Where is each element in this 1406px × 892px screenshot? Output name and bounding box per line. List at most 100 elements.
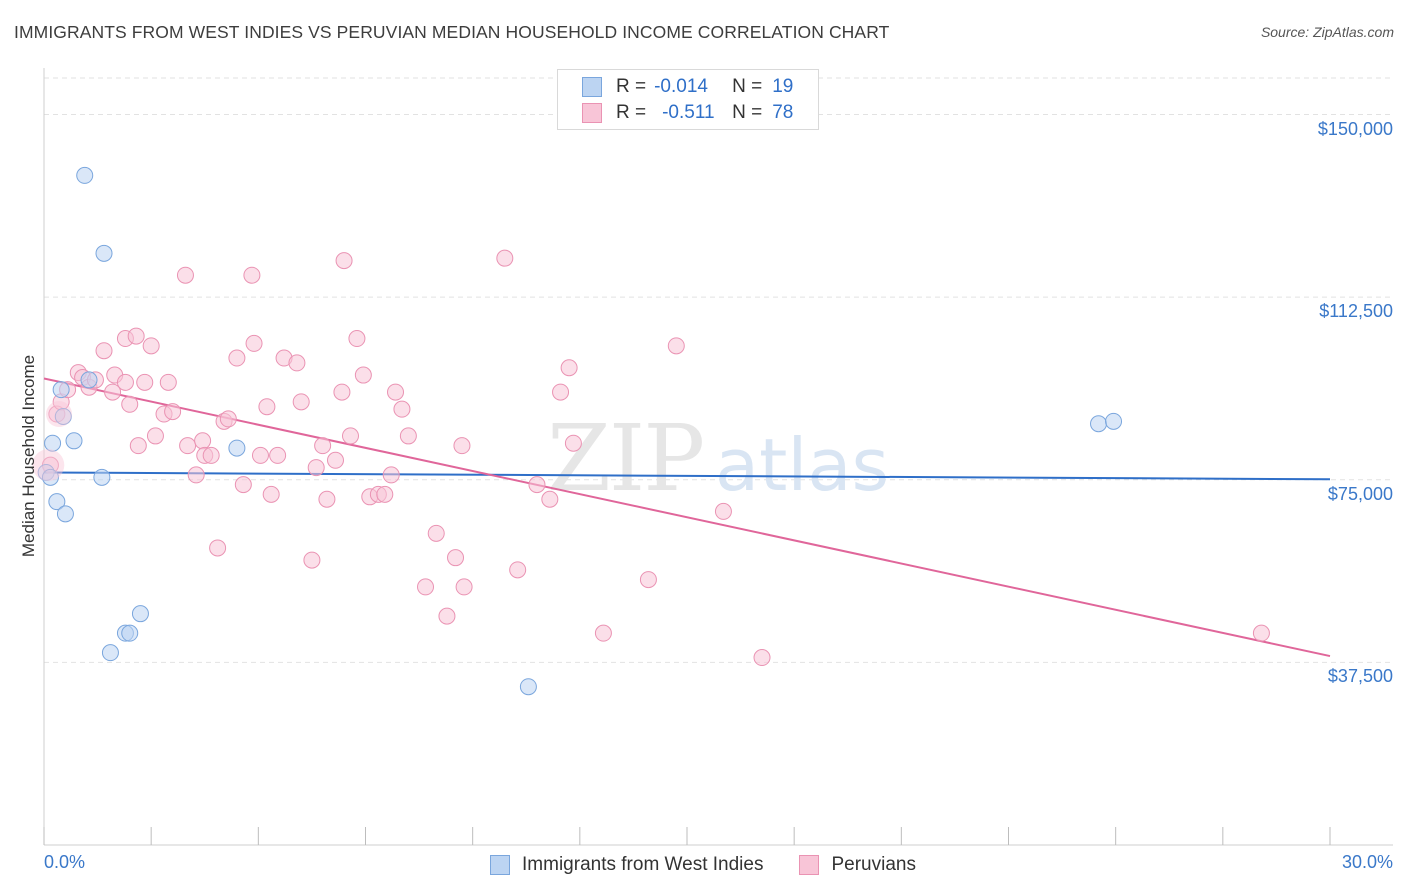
point-peruvians-70[interactable] — [560, 359, 578, 377]
legend-item-west-indies[interactable]: Immigrants from West Indies — [490, 854, 763, 876]
point-peruvians-42[interactable] — [303, 551, 321, 569]
point-peruvians-22[interactable] — [176, 266, 194, 284]
peruvians-legend-icon — [799, 855, 820, 875]
point-peruvians-36[interactable] — [258, 398, 276, 416]
point-peruvians-57[interactable] — [393, 400, 411, 418]
point-peruvians-32[interactable] — [234, 476, 252, 494]
point-peruvians-54[interactable] — [376, 485, 394, 503]
point-west-indies-16[interactable] — [228, 439, 246, 457]
point-peruvians-65[interactable] — [496, 249, 514, 267]
point-peruvians-38[interactable] — [269, 446, 287, 464]
point-peruvians-25[interactable] — [194, 432, 212, 450]
legend-item-peruvians[interactable]: Peruvians — [799, 854, 916, 876]
point-peruvians-77[interactable] — [1252, 624, 1270, 642]
point-peruvians-18[interactable] — [146, 427, 164, 445]
point-peruvians-15[interactable] — [129, 437, 147, 455]
point-peruvians-43[interactable] — [307, 459, 325, 477]
point-peruvians-60[interactable] — [427, 524, 445, 542]
point-peruvians-31[interactable] — [228, 349, 246, 367]
point-west-indies-17[interactable] — [519, 678, 537, 696]
point-peruvians-69[interactable] — [552, 383, 570, 401]
legend-row-west-indies: R = -0.014 N = 19 — [582, 75, 793, 99]
point-peruvians-56[interactable] — [387, 383, 405, 401]
point-peruvians-62[interactable] — [447, 549, 465, 567]
point-west-indies-15[interactable] — [131, 605, 149, 623]
point-peruvians-58[interactable] — [399, 427, 417, 445]
point-west-indies-8[interactable] — [76, 166, 94, 184]
point-west-indies-11[interactable] — [95, 244, 113, 262]
point-peruvians-27[interactable] — [202, 446, 220, 464]
point-peruvians-23[interactable] — [179, 437, 197, 455]
point-peruvians-35[interactable] — [251, 446, 269, 464]
point-peruvians-13[interactable] — [121, 395, 139, 413]
point-west-indies-19[interactable] — [1105, 412, 1123, 430]
y-tick-label-3: $150,000 — [1317, 118, 1393, 139]
point-peruvians-17[interactable] — [142, 337, 160, 355]
point-peruvians-14[interactable] — [127, 327, 145, 345]
point-peruvians-74[interactable] — [667, 337, 685, 355]
point-peruvians-63[interactable] — [453, 437, 471, 455]
point-west-indies-1[interactable] — [41, 468, 59, 486]
trend-line-peruvians — [43, 377, 1331, 658]
point-peruvians-46[interactable] — [326, 451, 344, 469]
point-west-indies-4[interactable] — [52, 381, 70, 399]
point-peruvians-76[interactable] — [753, 649, 771, 667]
point-peruvians-48[interactable] — [335, 252, 353, 270]
point-peruvians-75[interactable] — [714, 502, 732, 520]
y-tick-label-0: $37,500 — [1327, 666, 1393, 687]
point-peruvians-55[interactable] — [382, 466, 400, 484]
axes — [43, 68, 1393, 846]
point-west-indies-6[interactable] — [56, 505, 74, 523]
n-value: 78 — [772, 102, 794, 123]
point-peruvians-44[interactable] — [314, 437, 332, 455]
point-peruvians-cluster-0 — [32, 449, 65, 482]
point-west-indies-18[interactable] — [1090, 415, 1108, 433]
point-peruvians-50[interactable] — [348, 330, 366, 348]
chart-title: IMMIGRANTS FROM WEST INDIES VS PERUVIAN … — [14, 22, 890, 42]
legend-label-west-indies: Immigrants from West Indies — [522, 854, 764, 875]
point-west-indies-14[interactable] — [121, 624, 139, 642]
trend-line-west-indies — [43, 471, 1331, 481]
scatter-points — [32, 166, 1270, 696]
point-peruvians-40[interactable] — [288, 354, 306, 372]
point-peruvians-71[interactable] — [564, 434, 582, 452]
point-peruvians-67[interactable] — [528, 476, 546, 494]
trend-lines — [43, 377, 1331, 658]
r-value: -0.511 — [662, 102, 715, 123]
point-peruvians-33[interactable] — [243, 266, 261, 284]
point-peruvians-59[interactable] — [417, 578, 435, 596]
point-peruvians-9[interactable] — [104, 383, 122, 401]
point-peruvians-49[interactable] — [341, 427, 359, 445]
point-peruvians-51[interactable] — [354, 366, 372, 384]
point-west-indies-3[interactable] — [48, 493, 66, 511]
point-peruvians-16[interactable] — [136, 373, 154, 391]
point-west-indies-7[interactable] — [65, 432, 83, 450]
point-west-indies-2[interactable] — [44, 434, 62, 452]
series-legend: Immigrants from West Indies Peruvians — [0, 852, 1406, 878]
point-peruvians-41[interactable] — [292, 393, 310, 411]
point-west-indies-12[interactable] — [101, 644, 119, 662]
point-west-indies-10[interactable] — [93, 468, 111, 486]
point-peruvians-12[interactable] — [116, 373, 134, 391]
point-peruvians-45[interactable] — [318, 490, 336, 508]
point-peruvians-64[interactable] — [455, 578, 473, 596]
point-peruvians-28[interactable] — [209, 539, 227, 557]
point-peruvians-20[interactable] — [159, 373, 177, 391]
west-indies-legend-icon — [490, 855, 511, 875]
point-peruvians-72[interactable] — [594, 624, 612, 642]
point-west-indies-9[interactable] — [80, 371, 98, 389]
point-peruvians-68[interactable] — [541, 490, 559, 508]
y-tick-label-2: $112,500 — [1319, 301, 1393, 322]
point-peruvians-61[interactable] — [438, 607, 456, 625]
point-peruvians-47[interactable] — [333, 383, 351, 401]
point-peruvians-37[interactable] — [262, 485, 280, 503]
point-peruvians-21[interactable] — [164, 403, 182, 421]
point-peruvians-24[interactable] — [187, 466, 205, 484]
point-peruvians-66[interactable] — [509, 561, 527, 579]
point-peruvians-30[interactable] — [219, 410, 237, 428]
point-peruvians-34[interactable] — [245, 334, 263, 352]
point-peruvians-8[interactable] — [95, 342, 113, 360]
point-peruvians-73[interactable] — [639, 571, 657, 589]
point-west-indies-5[interactable] — [54, 407, 72, 425]
